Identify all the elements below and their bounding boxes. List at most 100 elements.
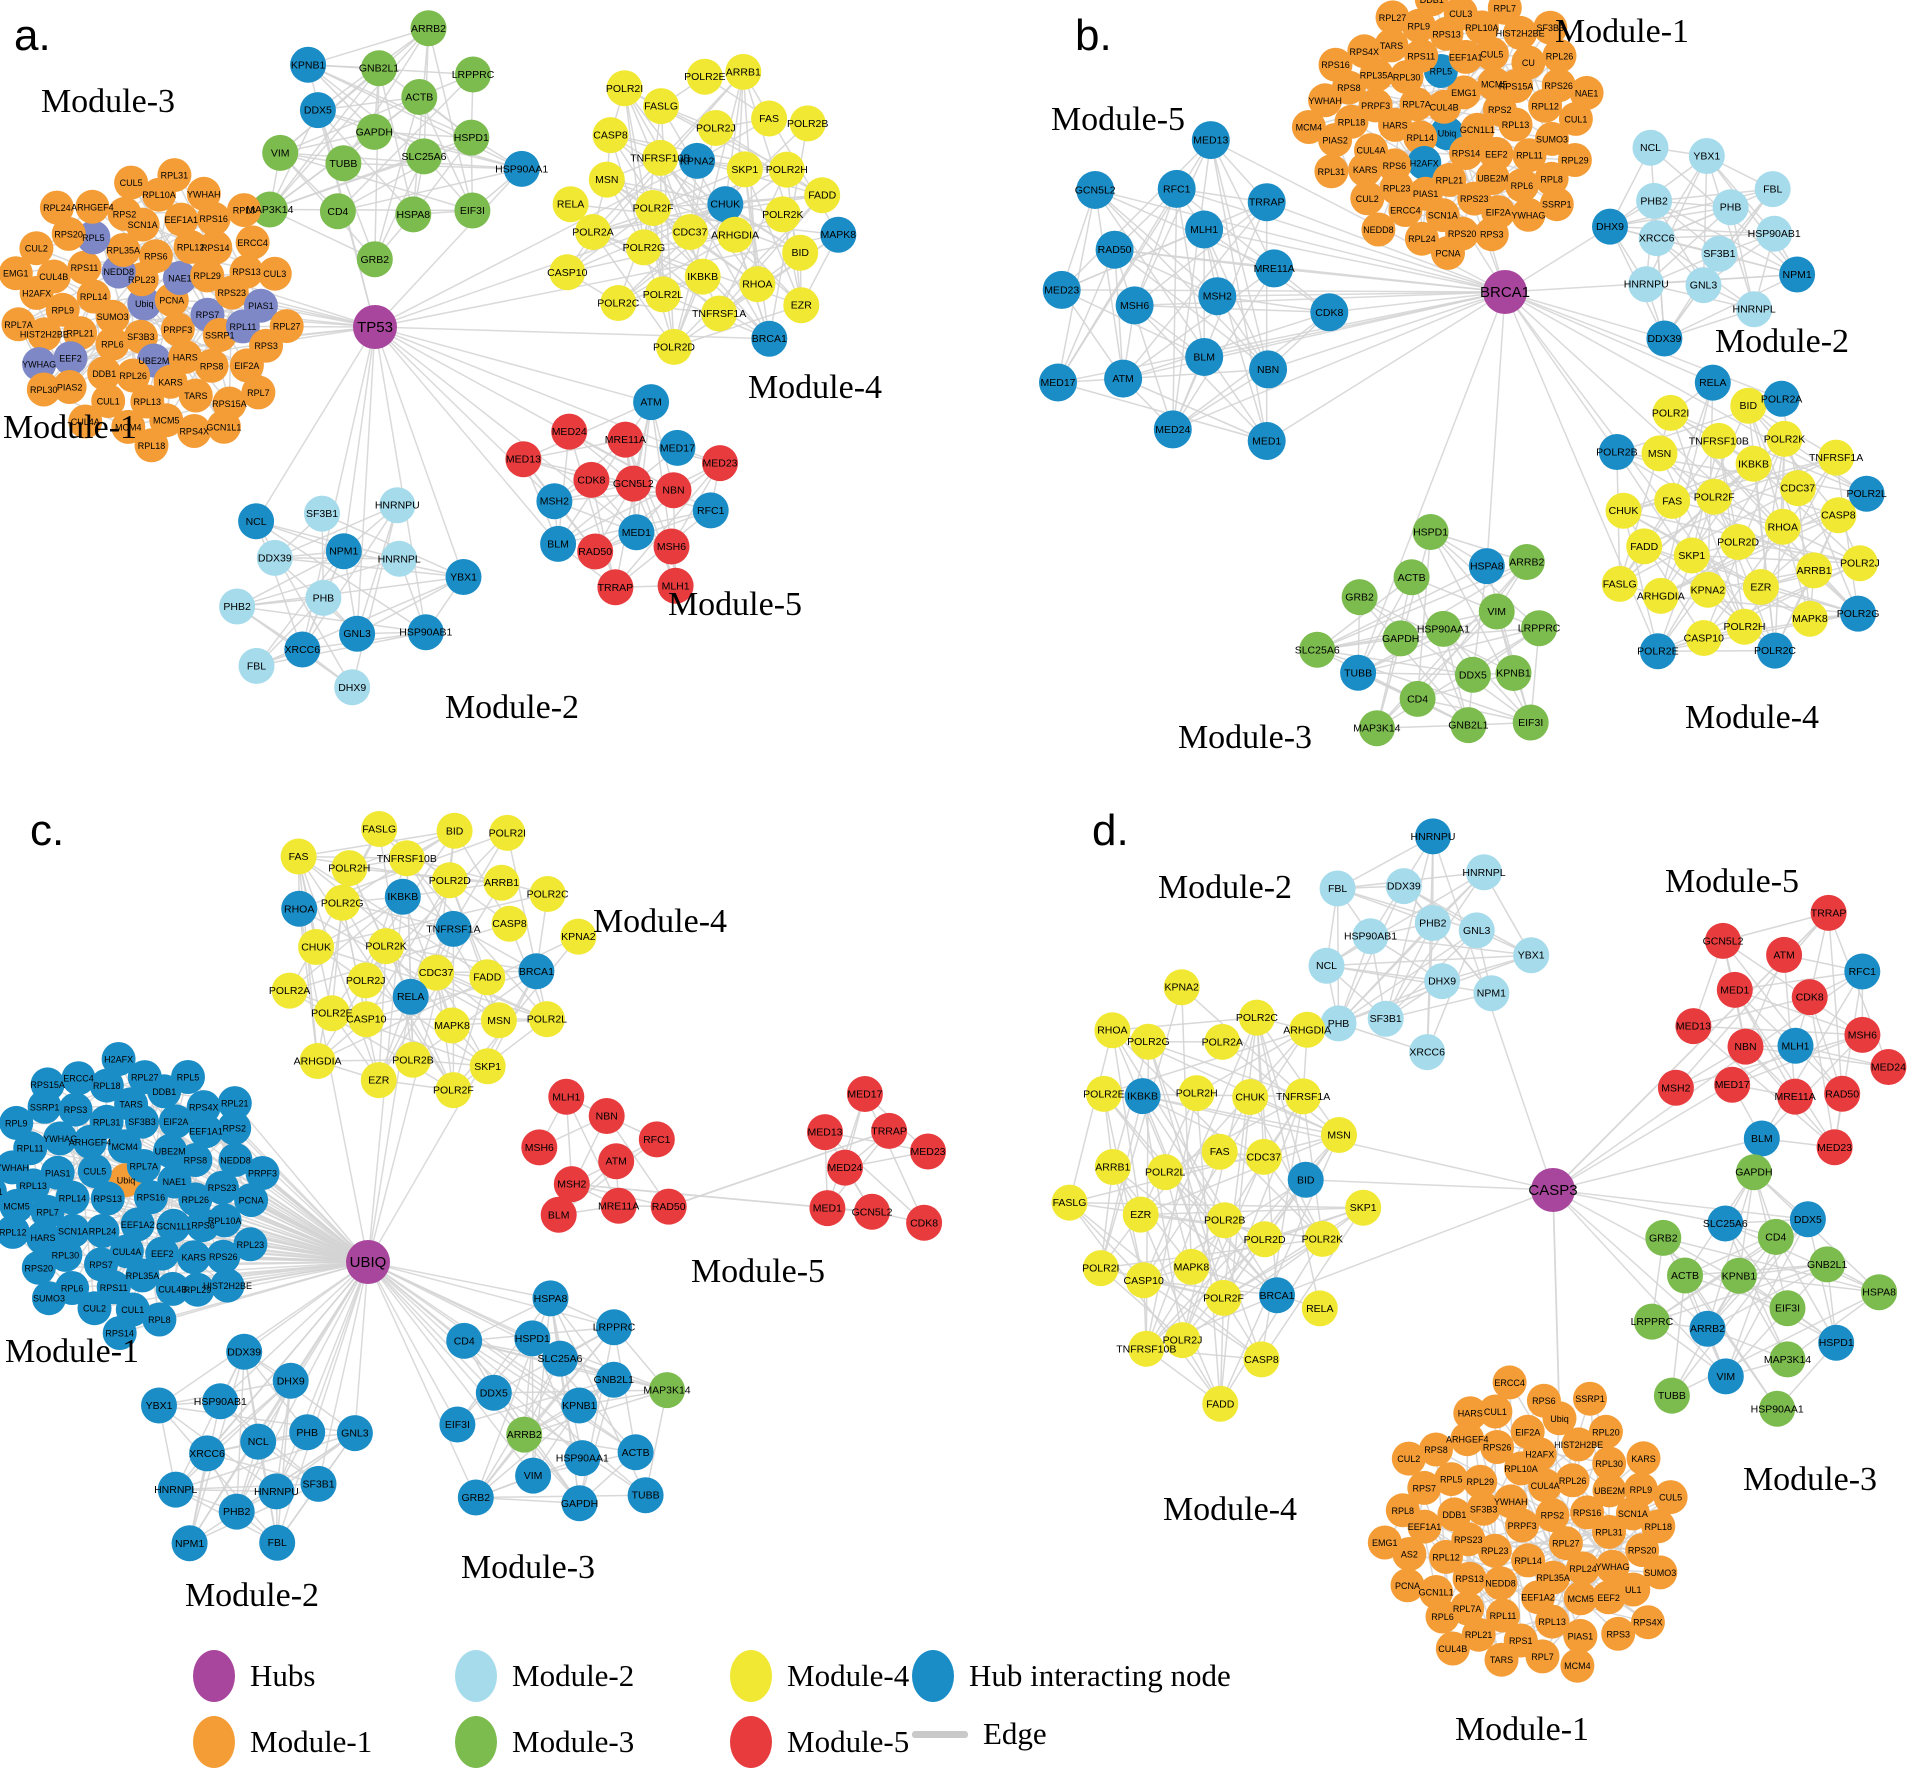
- module-label: Module-5: [1051, 101, 1185, 138]
- gene-node-label: LRPPRC: [1631, 1316, 1674, 1328]
- gene-node: [0, 1178, 7, 1206]
- gene-node: [76, 279, 111, 314]
- module-label: Module-1: [3, 409, 137, 446]
- edge: [452, 976, 489, 1091]
- edge: [1100, 1267, 1183, 1341]
- gene-node: [653, 528, 690, 565]
- gene-node: [1291, 110, 1326, 144]
- gene-node-label: HNRNPL: [1733, 304, 1776, 316]
- gene-node: [1247, 422, 1286, 460]
- gene-node: [635, 190, 672, 226]
- gene-node: [1082, 1250, 1119, 1287]
- edge: [427, 28, 474, 211]
- gene-node: [1320, 1005, 1357, 1042]
- gene-node: [1466, 1491, 1501, 1526]
- gene-node-label: POLR2E: [684, 71, 725, 83]
- gene-node: [1051, 1184, 1088, 1221]
- edge: [307, 64, 472, 139]
- gene-node: [1628, 266, 1665, 303]
- gene-node-label: VIM: [271, 147, 290, 159]
- gene-node-label: MAPK8: [434, 1020, 470, 1032]
- gene-node: [906, 1204, 943, 1241]
- gene-node-label: EEF2: [1485, 149, 1508, 159]
- gene-node: [114, 1087, 149, 1122]
- gene-node-label: EIF2A: [1515, 1427, 1540, 1437]
- gene-node-label: HIST2H2BE: [1554, 1440, 1603, 1450]
- gene-node-label: CUL4A: [112, 1247, 141, 1257]
- gene-node: [207, 1203, 242, 1238]
- gene-node: [325, 533, 362, 570]
- gene-node-label: MED23: [1044, 284, 1079, 296]
- gene-node: [1595, 1549, 1630, 1584]
- edge: [1094, 189, 1269, 370]
- gene-node-label: RFC1: [1849, 966, 1877, 978]
- gene-node-label: MLH1: [662, 580, 690, 592]
- gene-node-label: YBX1: [1693, 151, 1720, 163]
- gene-node: [1358, 710, 1395, 747]
- gene-node: [1345, 1189, 1382, 1226]
- gene-node-label: DDX39: [1387, 881, 1421, 893]
- hub-edge: [374, 326, 427, 633]
- module-label: Module-2: [1158, 869, 1292, 906]
- edge: [1385, 992, 1492, 1020]
- gene-node-label: ARRB2: [1509, 557, 1544, 569]
- gene-node: [1598, 434, 1635, 470]
- gene-node: [160, 312, 195, 347]
- hub-edge: [1276, 1189, 1554, 1297]
- gene-node-label: GRB2: [1345, 592, 1374, 604]
- edge: [276, 1380, 292, 1543]
- gene-node: [1592, 208, 1628, 245]
- gene-node: [1636, 182, 1673, 219]
- hub-edge: [374, 326, 465, 578]
- gene-node: [289, 1414, 326, 1451]
- gene-node-label: RPL27: [273, 322, 301, 332]
- gene-node-label: CUL5: [83, 1167, 106, 1177]
- gene-node: [1404, 221, 1439, 256]
- gene-node: [395, 1041, 431, 1078]
- gene-node: [1653, 1377, 1690, 1414]
- gene-node-label: TNFRSF10B: [1116, 1343, 1176, 1355]
- edge: [255, 521, 304, 650]
- edge: [1833, 971, 1864, 1148]
- gene-node-label: POLR2K: [365, 941, 406, 953]
- gene-node: [1561, 1427, 1596, 1462]
- hub-edge: [367, 1261, 534, 1477]
- gene-node: [1592, 1446, 1627, 1481]
- gene-node-label: PCNA: [1395, 1581, 1420, 1591]
- gene-node-label: RPL13: [1502, 120, 1530, 130]
- edge: [523, 401, 652, 460]
- gene-node-label: SKP1: [1350, 1202, 1377, 1214]
- gene-node-label: MRE11A: [1254, 263, 1295, 275]
- gene-node: [1511, 45, 1546, 80]
- gene-node: [1712, 189, 1749, 226]
- gene-node: [401, 79, 438, 115]
- edge: [337, 168, 522, 213]
- gene-node: [1707, 1205, 1744, 1242]
- edge: [1223, 1207, 1364, 1299]
- edge: [1357, 627, 1540, 674]
- gene-node-label: POLR2C: [1236, 1012, 1278, 1024]
- gene-node-label: HIST2H2BE: [20, 330, 69, 340]
- gene-node-label: GAPDH: [1382, 633, 1419, 645]
- gene-node-label: POLR2K: [762, 209, 803, 221]
- edge: [1112, 1016, 1257, 1031]
- gene-node-label: RPL30: [30, 385, 58, 395]
- gene-node-label: RHOA: [1768, 521, 1798, 533]
- module-label: Module-5: [1665, 863, 1799, 900]
- gene-node: [564, 1440, 601, 1477]
- module-label: Module-4: [1685, 699, 1819, 736]
- gene-node: [1487, 0, 1522, 25]
- hub-edge: [158, 1261, 369, 1407]
- gene-node: [22, 347, 57, 382]
- edge: [1552, 1189, 1561, 1419]
- gene-node-label: RELA: [1699, 377, 1726, 389]
- gene-node-label: RPL14: [59, 1193, 87, 1203]
- edge: [1326, 954, 1532, 967]
- gene-node: [1742, 569, 1779, 605]
- gene-node: [217, 1086, 252, 1121]
- gene-node-label: CDC37: [673, 227, 708, 239]
- gene-node-label: MRE11A: [598, 1200, 639, 1212]
- gene-node: [205, 1170, 239, 1205]
- edge: [1426, 836, 1434, 1053]
